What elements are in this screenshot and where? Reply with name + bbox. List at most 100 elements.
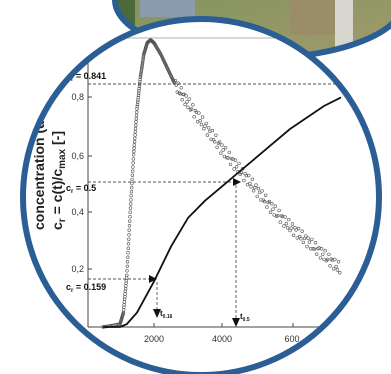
x-ticks: 2000 4000 600 (144, 323, 300, 344)
data-point (220, 143, 224, 147)
data-point (221, 148, 225, 152)
data-point (174, 83, 179, 87)
data-point (135, 102, 140, 107)
data-point (140, 60, 145, 65)
data-point (291, 233, 296, 238)
data-point (136, 95, 140, 100)
y-axis-label-2: cr = c(t)/cmax [-] (49, 131, 68, 230)
data-point (137, 86, 141, 91)
x-tick-label-6000: 600 (284, 334, 299, 344)
data-point (278, 220, 282, 224)
data-point (312, 247, 316, 251)
data-point (191, 103, 195, 107)
data-point (197, 111, 201, 115)
data-point (214, 133, 218, 138)
data-point (131, 153, 136, 157)
data-point (248, 181, 252, 186)
data-point (296, 226, 301, 231)
data-point (192, 115, 196, 119)
data-point (137, 89, 141, 93)
data-point (133, 130, 138, 134)
data-point (182, 92, 186, 97)
data-point (323, 248, 327, 253)
data-point (131, 157, 136, 161)
data-point (129, 198, 133, 202)
arrow-05 (233, 178, 241, 186)
data-point (227, 150, 232, 155)
data-point (289, 226, 293, 230)
data-point (277, 208, 281, 213)
data-point (128, 210, 132, 214)
data-point (276, 214, 280, 218)
data-point (187, 97, 191, 101)
data-point (129, 190, 134, 194)
data-point (290, 222, 295, 226)
data-point (125, 269, 129, 273)
data-point (270, 202, 274, 206)
arrow-t05 (232, 318, 240, 327)
chart-lens-ring (20, 16, 382, 374)
data-point (301, 240, 306, 245)
data-point (328, 264, 332, 268)
data-point (200, 115, 205, 119)
data-point (271, 207, 275, 211)
data-point (233, 158, 238, 162)
data-point (180, 97, 184, 102)
data-point (175, 90, 180, 94)
data-point (254, 183, 258, 187)
data-point (226, 156, 230, 160)
data-point (132, 140, 137, 144)
data-point (138, 73, 143, 78)
data-point (265, 205, 269, 209)
data-point (223, 146, 228, 150)
data-point (125, 260, 130, 264)
data-point (132, 143, 137, 147)
data-point (126, 242, 131, 246)
data-point (134, 113, 139, 118)
data-point (239, 171, 244, 175)
data-point (333, 257, 337, 262)
data-point (139, 67, 144, 71)
data-point (126, 246, 131, 251)
data-point (262, 199, 267, 204)
data-point (338, 271, 342, 275)
data-point (319, 247, 324, 251)
data-point (125, 273, 129, 277)
data-point (205, 133, 210, 137)
data-point (127, 224, 132, 228)
data-point (282, 224, 286, 228)
data-point (128, 219, 132, 223)
data-point (215, 145, 219, 150)
data-point (260, 189, 264, 193)
data-point (284, 222, 289, 226)
data-point (173, 78, 178, 83)
data-point (136, 100, 140, 104)
data-point (133, 126, 138, 131)
data-point (249, 185, 253, 189)
data-point (129, 194, 133, 198)
data-point (138, 82, 142, 86)
y-tick-label-02: 0,2 (71, 264, 84, 274)
data-point (139, 69, 144, 73)
data-point (335, 268, 340, 272)
arrow-0159 (149, 275, 157, 283)
data-point (285, 226, 290, 230)
data-point (199, 122, 204, 127)
data-point (126, 251, 130, 255)
annotation-cr-05: cr = 0.5 (66, 183, 96, 195)
data-point (267, 199, 272, 204)
data-point (136, 93, 141, 98)
data-point (332, 267, 336, 271)
data-point (318, 256, 323, 260)
data-point (128, 206, 133, 210)
data-point (204, 121, 208, 126)
data-point (127, 233, 131, 237)
data-point (177, 91, 182, 95)
data-point (183, 102, 187, 107)
data-point (130, 181, 134, 186)
data-point (140, 64, 144, 68)
data-point (128, 215, 132, 219)
data-point (127, 228, 131, 232)
data-point (273, 204, 278, 208)
